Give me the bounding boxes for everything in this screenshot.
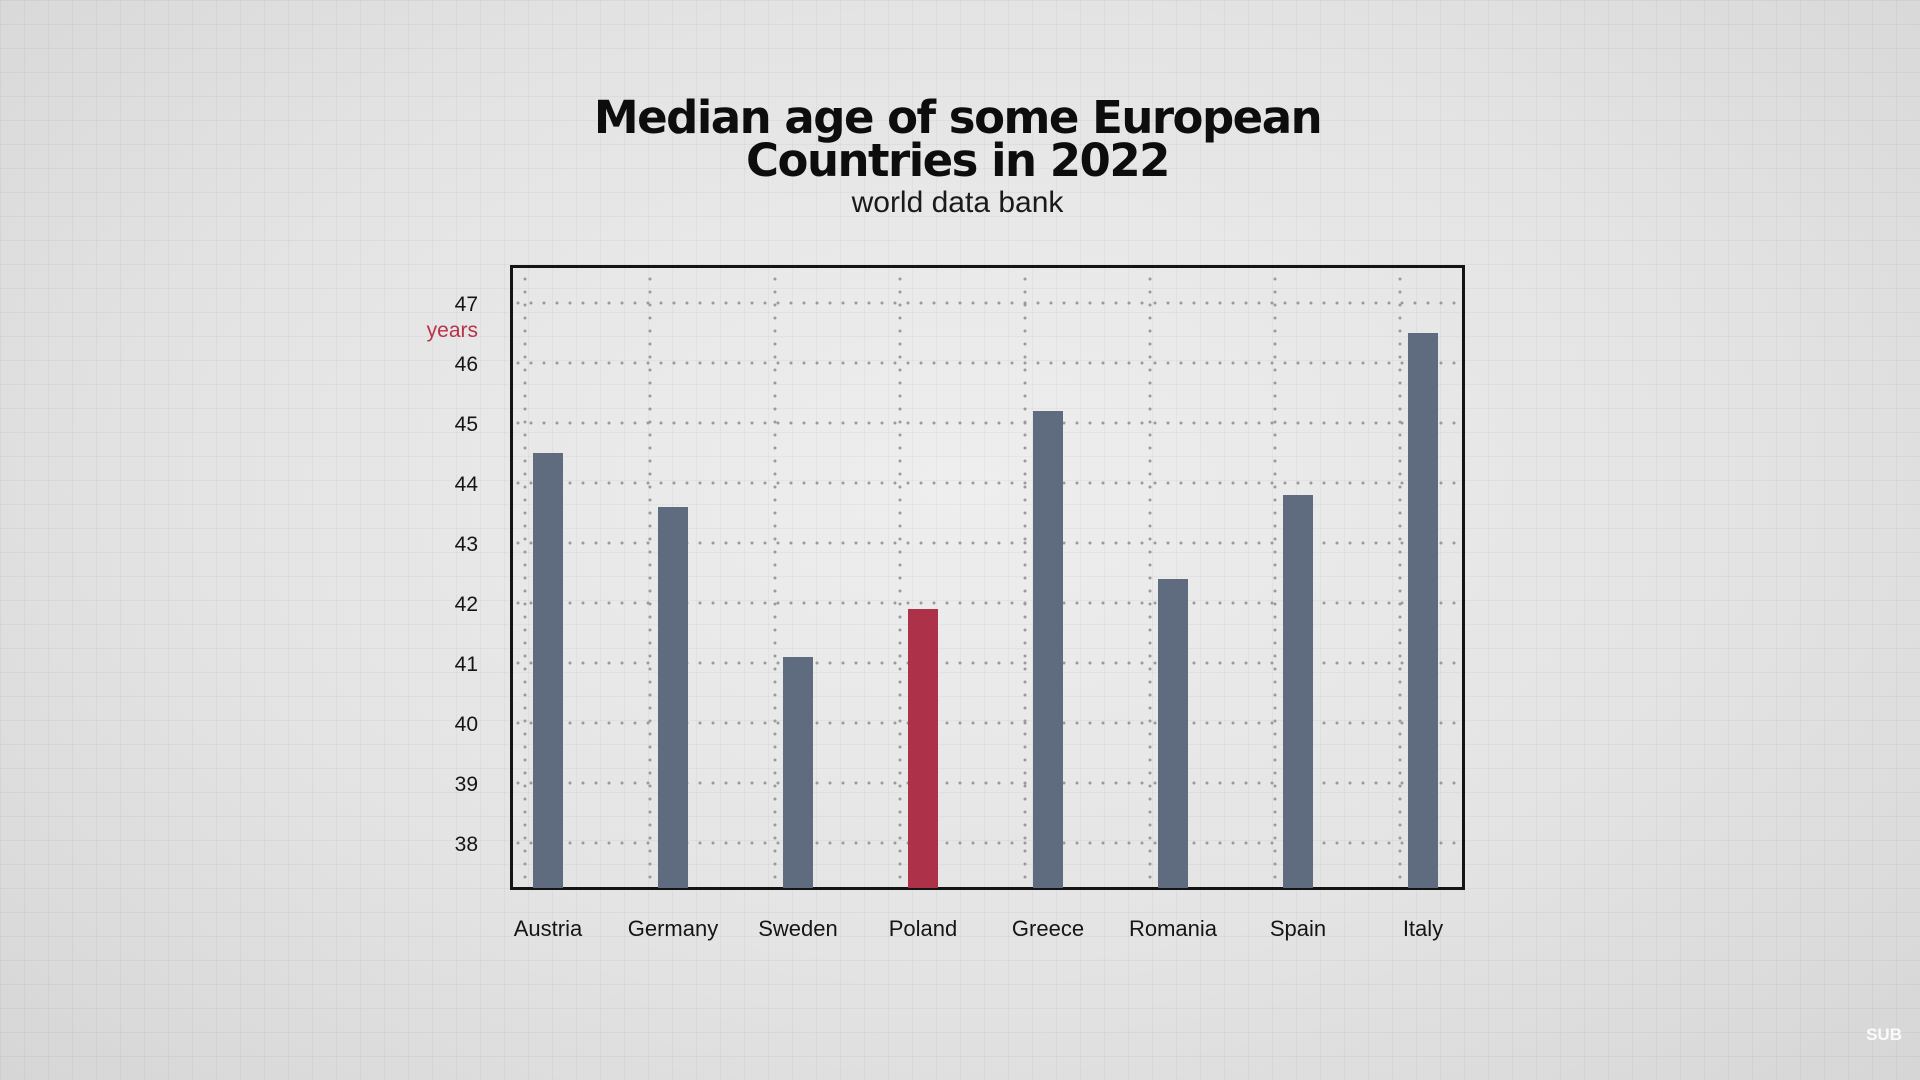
plot-frame <box>510 265 1465 890</box>
y-tick-label: 43 <box>455 533 478 556</box>
x-tick-label: Romania <box>1129 916 1218 941</box>
bar-spain <box>1283 495 1313 888</box>
bar-italy <box>1408 333 1438 888</box>
x-axis-ticks: Austria Germany Sweden Poland Greece Romania S… <box>514 916 1443 941</box>
y-tick-label: 44 <box>455 473 479 496</box>
x-tick-label: Sweden <box>758 916 838 941</box>
bar-germany <box>658 507 688 888</box>
y-tick-label: 46 <box>455 353 478 376</box>
y-tick-label: 40 <box>455 713 478 736</box>
corner-label: SUB <box>1866 1025 1902 1044</box>
y-axis-label: years <box>427 319 478 342</box>
bar-austria <box>533 453 563 888</box>
x-tick-label: Poland <box>889 916 958 941</box>
y-tick-label: 41 <box>455 653 478 676</box>
bar-sweden <box>783 657 813 888</box>
x-tick-label: Austria <box>514 916 583 941</box>
x-tick-label: Spain <box>1270 916 1326 941</box>
y-tick-label: 47 <box>455 293 478 316</box>
chart-title: Median age of some European Countries in… <box>593 91 1323 187</box>
bar-greece <box>1033 411 1063 888</box>
bar-layer <box>533 333 1438 888</box>
x-tick-label: Italy <box>1403 916 1443 941</box>
bar-poland <box>908 609 938 888</box>
y-tick-label: 45 <box>455 413 478 436</box>
chart-subtitle: world data bank <box>851 186 1064 219</box>
bar-romania <box>1158 579 1188 888</box>
y-tick-label: 42 <box>455 593 478 616</box>
x-tick-label: Germany <box>628 916 718 941</box>
y-axis-ticks: 38 39 40 41 42 43 44 45 46 47 <box>455 293 479 856</box>
y-tick-label: 39 <box>455 773 478 796</box>
y-tick-label: 38 <box>455 833 478 856</box>
x-tick-label: Greece <box>1012 916 1084 941</box>
